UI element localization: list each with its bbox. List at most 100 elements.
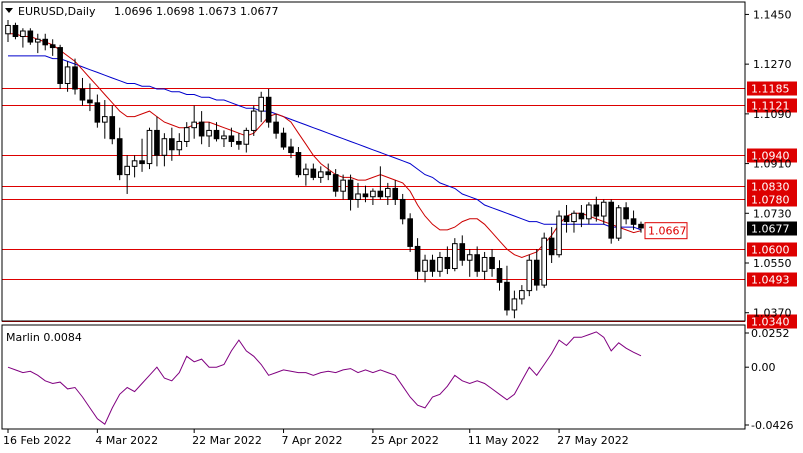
- candle: [213, 122, 220, 142]
- candle: [556, 210, 562, 258]
- candle: [370, 188, 376, 205]
- candle: [563, 205, 570, 233]
- candle: [638, 221, 644, 233]
- candle-body: [437, 256, 443, 272]
- candle-body: [496, 268, 503, 283]
- candle: [94, 94, 101, 128]
- candle-body: [49, 44, 56, 49]
- candle-body: [317, 171, 324, 178]
- candle: [49, 39, 56, 56]
- candle-body: [5, 24, 11, 35]
- main-panel-frame: [1, 1, 746, 322]
- current-price-label: 1.0677: [751, 223, 790, 236]
- candle-body: [370, 190, 376, 198]
- candle: [131, 155, 138, 178]
- candle: [102, 100, 108, 139]
- x-tick-label: 25 Apr 2022: [371, 434, 439, 447]
- candle: [444, 246, 451, 275]
- candle-body: [183, 127, 190, 142]
- level-label: 1.0493: [751, 274, 790, 287]
- y-tick-label: 1.0910: [753, 158, 792, 171]
- candle-body: [444, 256, 451, 270]
- candle: [526, 254, 533, 297]
- candle: [332, 169, 339, 197]
- candle: [586, 202, 592, 225]
- y-tick-label: 1.0730: [753, 207, 792, 220]
- candle: [295, 147, 302, 178]
- candle: [72, 58, 78, 95]
- candle-body: [169, 138, 175, 151]
- candle-body: [399, 198, 406, 220]
- candle: [519, 285, 525, 305]
- candle: [578, 205, 585, 228]
- candle-body: [72, 66, 78, 90]
- candle: [124, 155, 130, 194]
- current-price-tag: [747, 221, 797, 236]
- target-label: 1.0667: [648, 225, 687, 238]
- candle: [176, 133, 183, 156]
- x-tick-label: 22 Mar 2022: [192, 434, 262, 447]
- level-label: 1.1185: [751, 83, 790, 96]
- candle-body: [414, 245, 421, 272]
- candle: [317, 166, 324, 183]
- candle-body: [20, 30, 26, 38]
- level-label: 1.0780: [751, 194, 790, 207]
- candle-body: [504, 281, 510, 311]
- candle: [355, 182, 361, 208]
- x-tick-label: 27 May 2022: [557, 434, 629, 447]
- candle-body: [332, 174, 339, 192]
- candle-body: [325, 171, 332, 176]
- candle-body: [571, 212, 577, 223]
- candle: [228, 127, 235, 147]
- candle: [504, 265, 510, 316]
- candle: [407, 213, 413, 252]
- chart-header: EURUSD,Daily 1.0696 1.0698 1.0673 1.0677: [5, 5, 278, 18]
- candle: [623, 202, 629, 225]
- level-tag: [747, 98, 797, 113]
- candle: [399, 193, 406, 225]
- y-tick-label: 1.1270: [753, 58, 792, 71]
- candle-body: [347, 179, 354, 200]
- axis-labels: 1.1450 1.1270 1.1090 1.0910 1.0730 1.0550 1.03…: [3, 8, 793, 447]
- ohlc-values: 1.0696 1.0698 1.0673 1.0677: [114, 5, 278, 18]
- level-label: 1.0830: [751, 181, 790, 194]
- axes: [1, 1, 749, 433]
- candle: [541, 232, 547, 288]
- candle-body: [139, 160, 145, 165]
- candle: [377, 166, 384, 200]
- candle-body: [623, 207, 629, 220]
- moving-averages: [8, 33, 642, 259]
- candle-body: [250, 110, 257, 131]
- candle: [183, 122, 190, 147]
- candle-body: [295, 152, 302, 176]
- candle: [325, 163, 332, 181]
- candle: [459, 235, 466, 266]
- candle: [273, 113, 279, 139]
- candle: [593, 196, 600, 222]
- dropdown-triangle-icon[interactable]: [5, 8, 13, 13]
- candle-body: [79, 88, 86, 101]
- candle: [489, 249, 495, 277]
- y-tick-label: 1.0370: [753, 307, 792, 320]
- candle: [392, 180, 399, 205]
- candle-body: [258, 96, 265, 112]
- candle-body: [34, 38, 41, 43]
- osc-y-tick-label: 0.00: [751, 361, 776, 374]
- candle-body: [511, 298, 518, 311]
- level-label: 1.0940: [751, 150, 790, 163]
- candle-body: [154, 129, 160, 156]
- candle: [198, 111, 205, 145]
- candle-body: [146, 129, 153, 165]
- level-label: 1.0340: [751, 316, 790, 329]
- candles: [5, 19, 644, 319]
- candle-body: [303, 168, 309, 176]
- candle-body: [355, 193, 361, 200]
- candle: [571, 210, 577, 233]
- candle: [630, 210, 637, 230]
- candle-body: [384, 187, 391, 198]
- candle-body: [600, 201, 607, 217]
- candle: [310, 163, 317, 181]
- candle: [34, 33, 41, 54]
- candle-body: [533, 259, 540, 286]
